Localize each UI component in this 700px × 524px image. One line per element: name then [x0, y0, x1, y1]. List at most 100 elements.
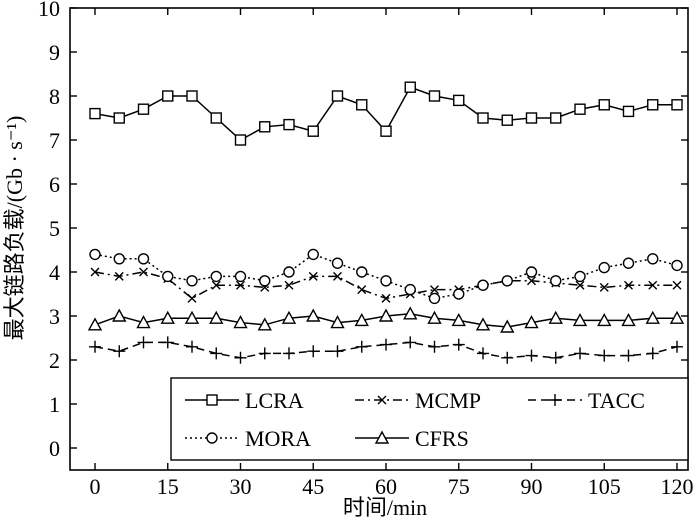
series-cfrs — [87, 306, 685, 333]
legend-label-mora: MORA — [245, 426, 311, 451]
data-point-mora — [356, 266, 368, 278]
data-point-lcra — [453, 94, 465, 107]
data-point-mora — [307, 248, 319, 261]
data-point-cfrs — [597, 312, 612, 327]
data-point-tacc — [113, 345, 126, 358]
data-point-mcmp — [575, 280, 585, 290]
data-point-mora — [89, 248, 101, 261]
y-tick-label: 1 — [49, 392, 60, 417]
legend-marker-mcmp — [377, 395, 387, 405]
data-point-mora — [331, 257, 344, 269]
x-tick-label: 45 — [302, 474, 324, 499]
data-point-tacc — [186, 340, 198, 353]
data-point-mcmp — [381, 293, 391, 303]
data-point-lcra — [574, 103, 586, 115]
data-point-tacc — [501, 351, 514, 364]
data-point-lcra — [598, 99, 610, 111]
data-point-mora — [647, 253, 659, 265]
data-point-cfrs — [112, 308, 127, 322]
y-tick-label: 10 — [38, 0, 60, 21]
data-point-cfrs — [621, 312, 636, 327]
data-point-mcmp — [648, 280, 658, 290]
data-point-mcmp — [624, 280, 633, 290]
data-point-mcmp — [236, 280, 245, 290]
legend-item-mcmp: MCMP — [355, 388, 481, 413]
data-point-mcmp — [139, 267, 148, 277]
data-point-cfrs — [306, 308, 321, 322]
data-point-mora — [622, 257, 635, 269]
data-point-lcra — [283, 118, 295, 131]
data-point-mora — [525, 266, 538, 278]
x-tick-label: 75 — [448, 474, 470, 499]
x-tick-label: 0 — [90, 474, 101, 499]
y-tick-label: 7 — [49, 128, 60, 153]
series-mora — [89, 248, 683, 305]
data-point-tacc — [622, 349, 635, 362]
data-point-lcra — [477, 112, 489, 124]
plot-frame — [69, 7, 689, 471]
data-point-tacc — [161, 336, 174, 349]
data-point-lcra — [647, 99, 659, 111]
data-point-tacc — [331, 345, 344, 358]
data-point-cfrs — [451, 312, 466, 327]
data-point-mora — [477, 279, 489, 291]
data-point-cfrs — [645, 310, 660, 324]
data-point-lcra — [622, 105, 635, 118]
data-point-cfrs — [160, 310, 175, 324]
data-point-mora — [186, 275, 198, 287]
data-point-mcmp — [211, 280, 221, 290]
data-point-mora — [380, 275, 392, 287]
data-point-cfrs — [572, 312, 588, 327]
data-point-cfrs — [281, 310, 297, 324]
data-point-cfrs — [427, 310, 442, 324]
y-tick-label: 4 — [49, 260, 60, 285]
data-point-mora — [574, 270, 586, 283]
data-point-mcmp — [187, 293, 197, 303]
data-point-cfrs — [403, 306, 418, 320]
data-point-mcmp — [672, 280, 682, 290]
x-axis-title: 时间/min — [343, 495, 427, 520]
data-point-lcra — [356, 99, 368, 111]
data-point-tacc — [477, 347, 489, 360]
x-tick-label: 105 — [588, 474, 621, 499]
legend: LCRA MCMP TACC MORA CFRS — [170, 377, 689, 461]
data-point-lcra — [501, 114, 513, 126]
y-tick-label: 8 — [49, 84, 60, 109]
data-point-mora — [598, 261, 610, 274]
data-point-mcmp — [333, 271, 342, 281]
data-point-lcra — [550, 112, 562, 124]
data-point-mora — [550, 275, 562, 287]
data-point-tacc — [404, 336, 417, 349]
series-tacc — [89, 336, 683, 364]
data-point-tacc — [210, 347, 223, 360]
data-point-tacc — [525, 349, 538, 362]
data-point-tacc — [283, 347, 295, 360]
data-point-mora — [162, 270, 174, 283]
x-tick-label: 60 — [375, 474, 397, 499]
data-point-lcra — [162, 90, 174, 102]
y-tick-label: 6 — [49, 172, 60, 197]
legend-label-cfrs: CFRS — [415, 426, 469, 451]
legend-marker-cfrs — [374, 430, 390, 444]
legend-box — [170, 377, 689, 461]
data-point-mora — [428, 292, 441, 305]
data-point-cfrs — [257, 317, 272, 331]
x-tick-label: 15 — [157, 474, 179, 499]
data-point-tacc — [89, 340, 101, 353]
data-point-cfrs — [669, 310, 685, 324]
data-point-mcmp — [527, 276, 536, 286]
data-point-tacc — [452, 338, 465, 351]
series-group — [87, 81, 685, 364]
data-point-mcmp — [284, 280, 294, 290]
data-point-lcra — [137, 103, 150, 115]
data-point-lcra — [428, 90, 441, 102]
data-point-mora — [113, 253, 125, 265]
data-point-lcra — [331, 90, 344, 102]
data-point-tacc — [671, 340, 683, 353]
data-point-cfrs — [475, 317, 491, 331]
data-point-mcmp — [357, 285, 367, 295]
data-point-mcmp — [114, 271, 124, 281]
data-point-cfrs — [378, 308, 394, 322]
data-point-tacc — [355, 340, 368, 353]
